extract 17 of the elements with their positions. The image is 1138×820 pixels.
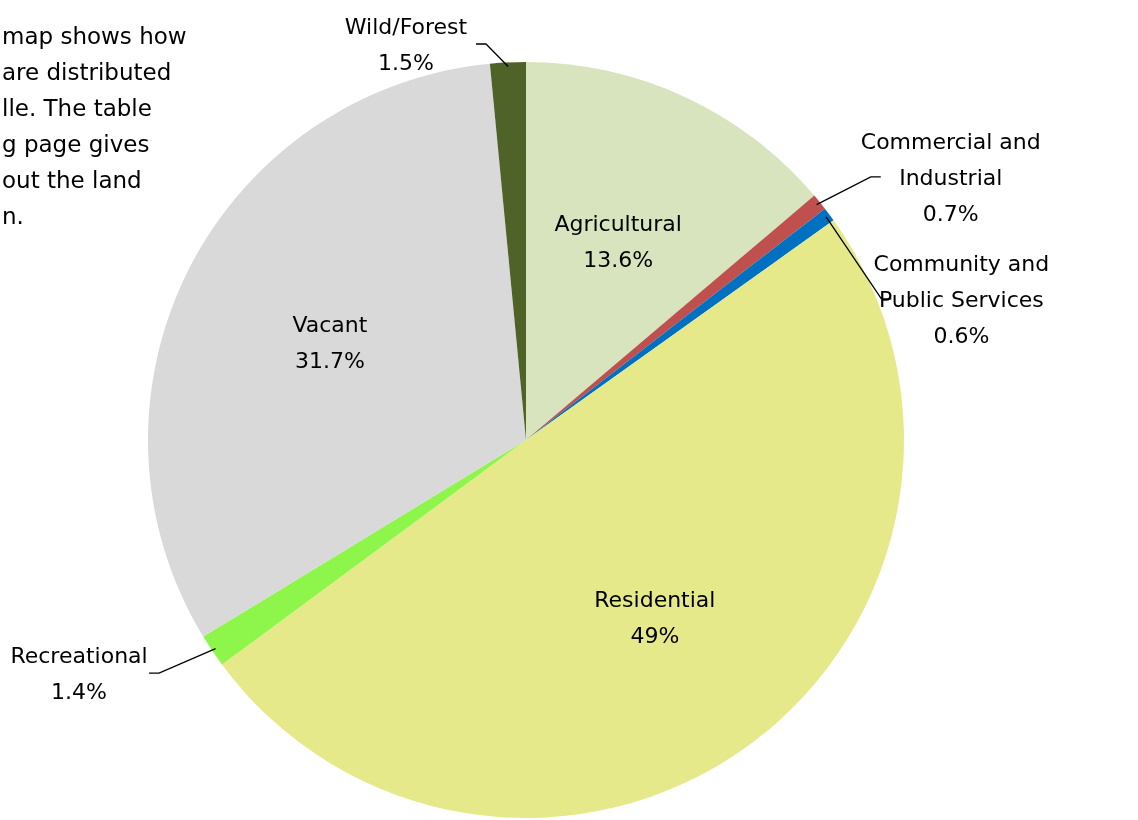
data-label: 1.5% xyxy=(378,50,434,75)
slice-label: Agricultural xyxy=(554,211,682,237)
data-label: 0.6% xyxy=(933,322,990,348)
data-label: 31.7% xyxy=(295,347,365,373)
slice-label: Community and Public Services xyxy=(873,250,1050,312)
slice-label: Vacant xyxy=(292,311,368,337)
slice-label: Commercial and Industrial xyxy=(860,128,1041,190)
slice-label: Recreational xyxy=(10,643,148,669)
text: map shows how are distributed lle. The table g page gives out the land n. xyxy=(2,23,187,229)
data-label: 13.6% xyxy=(583,247,654,273)
data-label: 49% xyxy=(630,623,680,649)
slice-label: Residential xyxy=(594,587,716,613)
data-label: 1.4% xyxy=(51,679,107,705)
data-label: 0.7% xyxy=(922,200,979,226)
slice-label: Wild/Forest xyxy=(344,14,468,39)
pie-slice xyxy=(203,440,526,665)
pie-slice xyxy=(526,62,815,440)
